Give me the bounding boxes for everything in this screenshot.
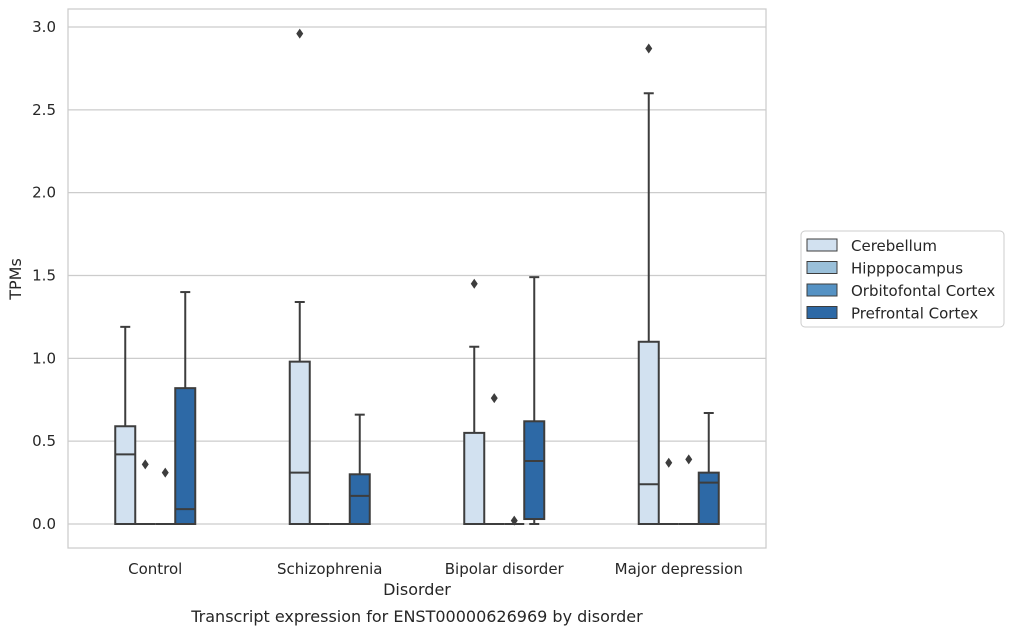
box-group (174, 291, 197, 525)
legend-label: Hipppocampus (851, 260, 963, 278)
box-group (637, 43, 660, 525)
outlier-point (645, 43, 653, 54)
box (114, 425, 137, 525)
legend: Cerebellum Hipppocampus Orbitofontal Corte… (800, 230, 1005, 328)
x-tick-label: Schizophrenia (277, 560, 382, 578)
legend-swatch (806, 283, 838, 297)
outlier-point (161, 467, 169, 478)
chart-caption: Transcript expression for ENST0000062696… (190, 607, 643, 626)
y-tick-label: 3.0 (32, 18, 56, 36)
y-axis-label: TPMs (6, 258, 25, 301)
box-group (348, 413, 371, 525)
box (463, 431, 486, 525)
box (697, 471, 720, 526)
outlier-point (510, 515, 518, 526)
legend-label: Orbitofontal Cortex (851, 282, 995, 300)
outlier-point (665, 457, 673, 468)
legend-swatch (806, 261, 838, 274)
legend-label: Prefrontal Cortex (851, 305, 978, 323)
box-group (288, 28, 311, 525)
outlier-point (296, 28, 304, 39)
legend-swatch (806, 306, 838, 319)
box (348, 473, 371, 525)
box-group (658, 457, 679, 525)
plot-frame (67, 8, 767, 549)
box-group (678, 454, 699, 525)
x-tick-label: Major depression (615, 560, 743, 578)
y-tick-label: 2.0 (32, 184, 56, 202)
box (523, 420, 546, 521)
outlier-point (490, 393, 498, 404)
box (288, 360, 311, 525)
y-tick-label: 1.5 (32, 267, 56, 285)
y-tick-label: 2.5 (32, 101, 56, 119)
box-group (114, 325, 137, 525)
box-group (697, 412, 720, 526)
legend-label: Cerebellum (851, 237, 937, 255)
outlier-point (685, 454, 693, 465)
x-axis-ticks: Control Schizophrenia Bipolar disorder Majo… (128, 560, 743, 578)
box-group (523, 276, 546, 525)
box-group (135, 459, 156, 525)
legend-swatch (806, 238, 838, 252)
x-axis-label: Disorder (383, 580, 451, 599)
y-tick-label: 0.0 (32, 515, 56, 533)
box-group (463, 278, 486, 525)
y-tick-label: 1.0 (32, 349, 56, 367)
outlier-point (141, 459, 149, 470)
y-axis-ticks: 0.0 0.5 1.0 1.5 2.0 2.5 3.0 (32, 18, 56, 533)
box (174, 387, 197, 525)
box-group (504, 515, 525, 526)
plot-marks (114, 28, 720, 526)
y-tick-label: 0.5 (32, 432, 56, 450)
outlier-point (470, 278, 478, 289)
box-group (155, 467, 176, 525)
box (637, 340, 660, 525)
x-tick-label: Control (128, 560, 182, 578)
x-tick-label: Bipolar disorder (445, 560, 565, 578)
box-group (484, 393, 505, 525)
grid-lines (68, 26, 766, 525)
legend-frame (800, 230, 1005, 328)
